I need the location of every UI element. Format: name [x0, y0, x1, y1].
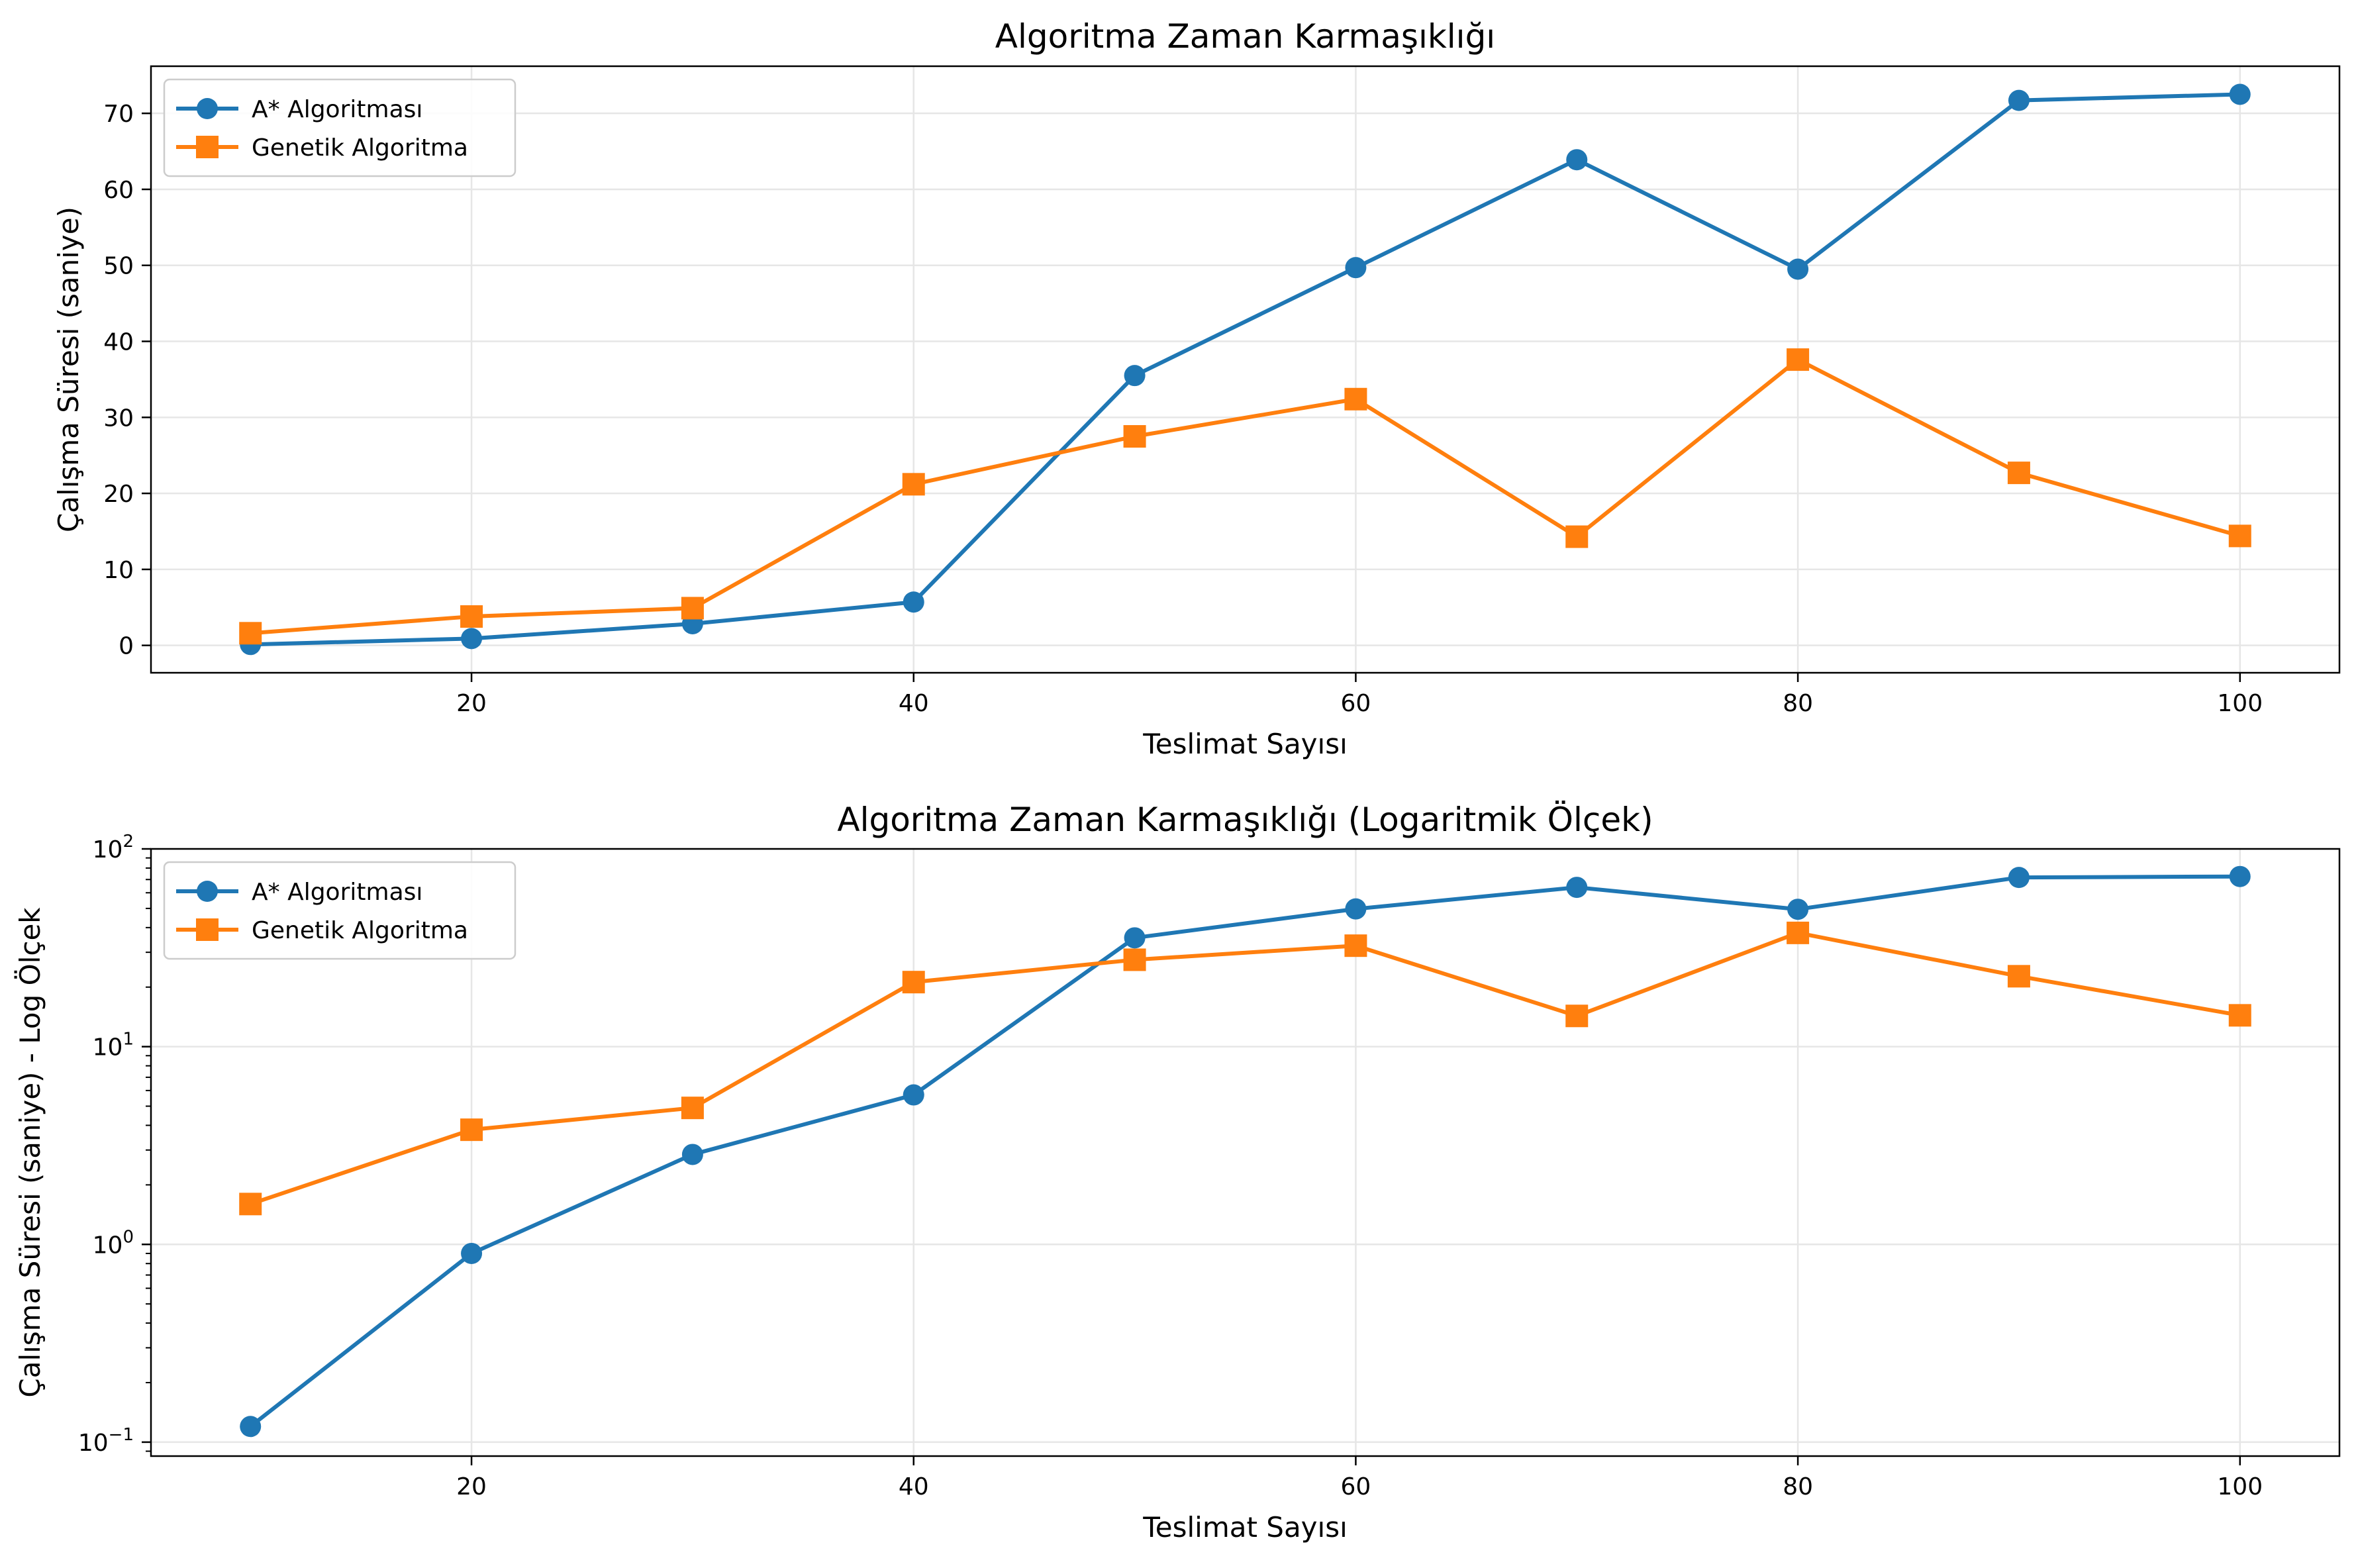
legend: A* Algoritması Genetik Algoritma	[163, 78, 516, 177]
y-tick-label: 100	[93, 1227, 134, 1259]
y-tick-label: 30	[103, 405, 134, 432]
series-1	[240, 865, 2251, 1438]
data-point	[681, 1144, 703, 1165]
data-point	[2008, 867, 2030, 889]
series-line	[250, 930, 2241, 1206]
data-point	[1787, 899, 1809, 920]
legend-box	[163, 78, 516, 177]
data-point	[1344, 934, 1367, 957]
legend-label: Genetik Algoritma	[252, 134, 468, 162]
x-tick-label: 40	[899, 1473, 929, 1500]
y-tick-label: 10	[103, 557, 134, 584]
data-point	[1787, 348, 1810, 371]
series-2	[239, 921, 2251, 1216]
legend-label: A* Algoritması	[252, 879, 422, 906]
data-point	[1565, 525, 1589, 548]
legend-label: Genetik Algoritma	[252, 917, 468, 944]
data-point	[461, 628, 483, 650]
y-tick-label: 102	[93, 832, 134, 863]
y-tick-label: 50	[103, 253, 134, 280]
data-point	[2229, 83, 2251, 105]
x-axis-label: Teslimat Sayısı	[1142, 1511, 1348, 1544]
x-axis-label: Teslimat Sayısı	[1142, 728, 1348, 760]
y-axis-label: Çalışma Süresi (saniye)	[52, 207, 85, 532]
data-point	[2228, 524, 2251, 548]
data-point	[1344, 387, 1367, 411]
data-point	[460, 605, 483, 628]
x-tick-label: 100	[2217, 690, 2263, 717]
legend-label: A* Algoritması	[252, 96, 422, 123]
data-point	[1787, 921, 1810, 944]
x-tick-label: 20	[456, 1473, 487, 1500]
chart-panel-2: 20 40 60 80 100 10−1 100 101 102 Algoritma Zaman …	[13, 801, 2341, 1544]
series-line	[250, 92, 2240, 647]
data-point	[1124, 365, 1146, 387]
series-2	[239, 348, 2251, 645]
data-point	[1124, 927, 1146, 949]
data-point	[1123, 948, 1146, 971]
legend: A* Algoritması Genetik Algoritma	[163, 861, 516, 960]
y-tick-label: 60	[103, 177, 134, 204]
data-point	[461, 1242, 483, 1264]
data-point	[681, 1097, 704, 1120]
y-tick-label: 0	[119, 633, 134, 660]
data-point	[2229, 865, 2251, 887]
legend-marker	[196, 918, 219, 941]
data-point	[460, 1118, 483, 1142]
x-tick-label: 80	[1783, 1473, 1813, 1500]
data-point	[2228, 1004, 2251, 1027]
data-point	[1123, 425, 1146, 448]
legend-marker	[197, 881, 218, 902]
data-point	[903, 591, 924, 613]
x-tick-label: 80	[1783, 690, 1813, 717]
data-point	[1565, 1004, 1589, 1028]
series-line	[249, 874, 2240, 1428]
chart-title: Algoritma Zaman Karmaşıklığı (Logaritmik…	[837, 801, 1653, 839]
chart-title: Algoritma Zaman Karmaşıklığı	[995, 17, 1495, 56]
data-point	[2008, 89, 2030, 111]
data-point	[1566, 149, 1588, 171]
data-point	[2007, 965, 2030, 988]
data-point	[1566, 877, 1588, 899]
x-tick-label: 40	[899, 690, 929, 717]
data-point	[240, 1416, 262, 1438]
data-point	[2007, 462, 2030, 485]
y-tick-label: 70	[103, 101, 134, 128]
data-point	[1345, 898, 1367, 920]
chart-panel-1: 20 40 60 80 100 0 10 20 30 40 50 60 70 Algoritma Zama…	[52, 17, 2341, 760]
data-point	[903, 1084, 924, 1106]
x-tick-label: 60	[1341, 690, 1371, 717]
y-tick-label: 101	[93, 1030, 134, 1061]
legend-marker	[197, 98, 218, 119]
data-point	[902, 971, 925, 994]
y-tick-label: 40	[103, 329, 134, 356]
legend-marker	[196, 136, 219, 158]
series-line	[250, 358, 2241, 636]
y-tick-label: 10−1	[78, 1425, 134, 1457]
x-tick-label: 100	[2217, 1473, 2263, 1500]
data-point	[239, 1193, 262, 1216]
data-point	[239, 622, 262, 645]
data-point	[902, 473, 925, 496]
plot-frame	[150, 65, 2341, 674]
x-tick-label: 20	[456, 690, 487, 717]
legend-box	[163, 861, 516, 960]
y-axis-label: Çalışma Süresi (saniye) - Log Ölçek	[13, 907, 46, 1398]
plot-frame	[150, 848, 2341, 1457]
x-tick-label: 60	[1341, 1473, 1371, 1500]
data-point	[1345, 257, 1367, 279]
data-point	[1787, 258, 1809, 280]
data-point	[681, 597, 704, 620]
y-tick-label: 20	[103, 481, 134, 508]
